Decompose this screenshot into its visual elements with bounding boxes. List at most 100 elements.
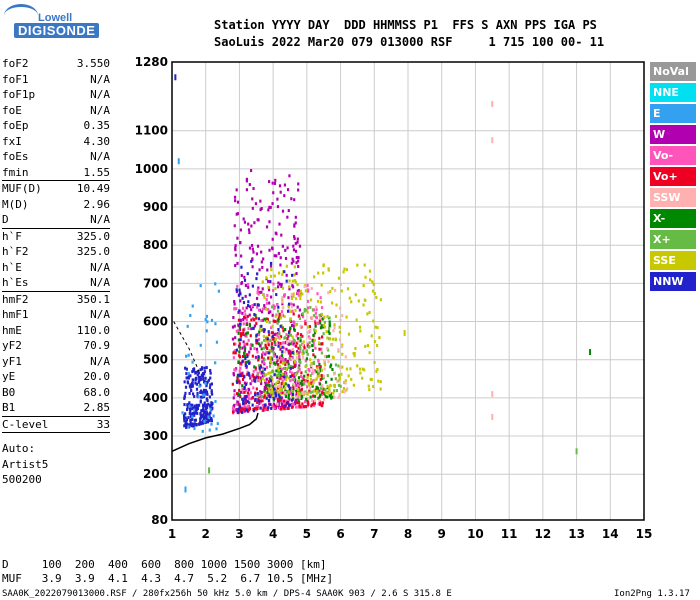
echo-point-sse — [290, 388, 293, 392]
echo-point-w — [294, 249, 298, 253]
echo-point-sse — [309, 298, 313, 302]
echo-point-ssw — [299, 324, 302, 328]
echo-point-w — [294, 378, 297, 382]
echo-point-nnw — [203, 379, 206, 383]
echo-point-vo — [247, 393, 251, 397]
echo-point-nnw — [191, 407, 194, 411]
echo-point-x — [293, 328, 296, 332]
echo-point-x — [300, 379, 303, 383]
echo-point-x — [318, 362, 321, 366]
echo-point-x — [273, 390, 276, 394]
echo-point-vo — [282, 329, 285, 333]
echo-point-x — [321, 376, 324, 380]
echo-point-w — [278, 184, 282, 188]
echo-point-w — [294, 221, 297, 225]
echo-point-vo — [232, 342, 236, 346]
echo-point-ssw — [298, 396, 301, 400]
echo-point-nnw — [238, 288, 241, 292]
echo-point-nnw — [263, 367, 267, 371]
echo-point-nnw — [195, 382, 198, 386]
echo-point-ssw — [304, 391, 307, 395]
echo-point-vo — [258, 394, 261, 398]
echo-point-w — [287, 334, 290, 338]
echo-point-nnw — [291, 393, 295, 397]
echo-point-sse — [369, 278, 372, 282]
echo-point-sse — [282, 382, 285, 386]
y-tick-label: 80 — [151, 513, 168, 527]
echo-point-vo — [312, 353, 315, 357]
echo-point-vo — [318, 400, 322, 404]
param-name: foEs — [2, 150, 29, 163]
echo-point-nnw — [266, 337, 269, 341]
echo-point-vo — [306, 284, 309, 288]
echo-point-w — [231, 325, 235, 329]
echo-point-vo — [237, 329, 240, 333]
echo-point-x — [298, 344, 302, 348]
echo-point-vo — [307, 367, 310, 371]
echo-point-vo — [239, 311, 242, 315]
echo-point-sse — [375, 369, 378, 373]
echo-point-w — [296, 289, 299, 293]
echo-point-nnw — [185, 425, 188, 429]
echo-point-w — [254, 202, 258, 206]
echo-point-vo — [247, 397, 250, 401]
echo-point-nnw — [256, 272, 259, 276]
echo-point-nnw — [241, 360, 244, 364]
echo-point-x — [238, 350, 241, 354]
echo-point-nnw — [189, 418, 192, 422]
echo-point-w — [277, 402, 280, 406]
echo-point-sse — [324, 325, 327, 329]
echo-point-ssw — [312, 371, 315, 375]
echo-point-sse — [347, 374, 350, 378]
echo-point-x — [327, 354, 330, 358]
echo-point-vo — [283, 407, 286, 411]
true-height-profile-line — [171, 412, 259, 452]
echo-point-x — [317, 370, 321, 374]
echo-point-sse — [271, 378, 274, 382]
echo-point-w — [278, 222, 281, 226]
echo-point-nnw — [267, 406, 270, 410]
echo-point-sse — [371, 280, 374, 284]
echo-point-sse — [322, 271, 325, 275]
echo-point-sse — [271, 394, 275, 398]
x-tick-label: 5 — [303, 527, 311, 541]
echo-point-nnw — [245, 408, 249, 412]
echo-point-nnw — [196, 373, 199, 377]
echo-point-nnw — [255, 333, 258, 337]
echo-point-w — [236, 261, 239, 265]
echo-point-x — [317, 390, 320, 394]
echo-point-vo — [249, 334, 252, 338]
echo-point-x — [299, 381, 302, 385]
echo-point-nnw — [253, 313, 256, 317]
echo-point-vo — [306, 399, 309, 403]
x-tick-label: 11 — [501, 527, 518, 541]
echo-point-nnw — [210, 390, 213, 394]
echo-point-nnw — [183, 416, 186, 420]
legend-item-x: X+ — [650, 230, 696, 249]
echo-point-x — [287, 366, 290, 370]
echo-point-vo — [318, 389, 321, 393]
echo-point-x — [331, 367, 334, 371]
echo-point-vo — [263, 395, 266, 399]
param-row: foEp 0.35 — [2, 118, 110, 134]
echo-point-x — [589, 349, 592, 356]
echo-point-x — [319, 326, 323, 330]
echo-point-x — [301, 383, 304, 387]
echo-point-w — [287, 351, 291, 355]
echo-point-nnw — [186, 406, 189, 410]
echo-point-vo — [278, 406, 281, 410]
echo-point-e — [207, 415, 210, 419]
echo-point-nnw — [193, 404, 196, 408]
echo-point-nnw — [185, 408, 189, 412]
echo-point-sse — [325, 330, 328, 334]
echo-point-vo — [257, 333, 260, 337]
echo-point-sse — [364, 344, 367, 348]
echo-point-nnw — [185, 376, 188, 380]
echo-point-vo — [285, 399, 288, 403]
echo-point-w — [234, 336, 237, 340]
echo-point-x — [273, 383, 277, 387]
echo-point-x — [322, 325, 325, 329]
echo-point-vo — [317, 402, 320, 406]
echo-point-nnw — [248, 361, 251, 365]
echo-point-x — [324, 395, 327, 399]
